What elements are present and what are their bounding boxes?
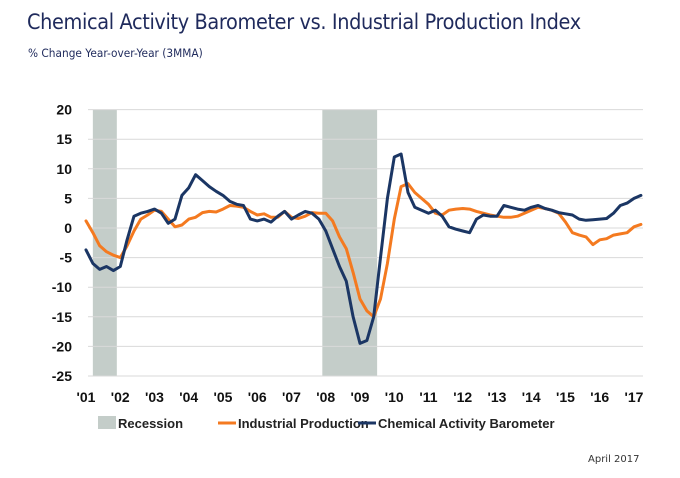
y-tick-label: -10 <box>52 279 72 295</box>
y-tick-label: 10 <box>56 161 72 177</box>
chart-title: Chemical Activity Barometer vs. Industri… <box>27 10 581 34</box>
x-tick-label: '13 <box>488 389 507 405</box>
x-tick-label: '05 <box>214 389 233 405</box>
legend-label: Recession <box>118 416 183 431</box>
y-tick-label: -25 <box>52 368 72 384</box>
x-tick-label: '02 <box>111 389 130 405</box>
x-tick-label: '12 <box>453 389 472 405</box>
x-tick-label: '11 <box>419 389 437 405</box>
y-tick-label: 15 <box>56 131 72 147</box>
y-tick-label: 5 <box>64 190 72 206</box>
x-tick-label: '04 <box>179 389 198 405</box>
x-tick-label: '15 <box>556 389 575 405</box>
x-tick-label: '17 <box>625 389 644 405</box>
y-tick-label: -20 <box>52 338 72 354</box>
x-tick-label: '07 <box>282 389 301 405</box>
x-tick-label: '08 <box>316 389 335 405</box>
series-line-chemical-activity-barometer <box>84 152 643 345</box>
y-tick-label: -15 <box>52 309 72 325</box>
x-tick-label: '06 <box>248 389 267 405</box>
legend-swatch <box>98 416 116 429</box>
y-tick-label: 0 <box>64 220 72 236</box>
date-annotation: April 2017 <box>588 454 640 465</box>
chart-subtitle: % Change Year-over-Year (3MMA) <box>28 46 203 60</box>
legend-label: Chemical Activity Barometer <box>378 416 555 431</box>
x-tick-label: '03 <box>145 389 164 405</box>
y-tick-label: 20 <box>56 102 72 118</box>
recession-band <box>92 109 117 376</box>
x-tick-label: '16 <box>590 389 609 405</box>
x-tick-label: '10 <box>385 389 404 405</box>
x-tick-label: '14 <box>522 389 541 405</box>
y-tick-label: -5 <box>60 250 73 266</box>
x-tick-label: '09 <box>351 389 370 405</box>
x-tick-label: '01 <box>77 389 96 405</box>
legend-label: Industrial Production <box>238 416 369 431</box>
